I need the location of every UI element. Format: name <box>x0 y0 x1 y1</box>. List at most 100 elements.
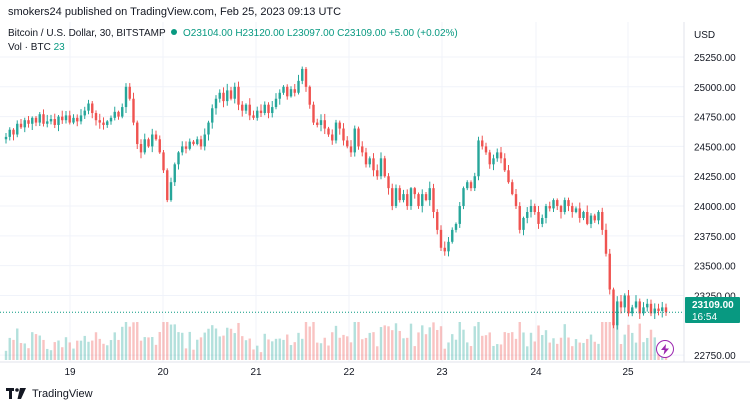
candle-body <box>402 194 405 201</box>
volume-bar <box>514 338 518 360</box>
candle-body <box>439 229 443 248</box>
candle-body <box>612 289 615 326</box>
volume-bar <box>653 337 656 360</box>
volume-bar <box>301 338 304 360</box>
volume-bar <box>113 332 116 360</box>
candle-body <box>477 140 480 177</box>
candle-body <box>106 121 109 125</box>
candle-body <box>91 103 94 114</box>
candle-body <box>203 134 206 147</box>
volume-bar <box>16 328 19 360</box>
candle-body <box>64 115 68 121</box>
last-price-value: 23109.00 <box>692 300 734 311</box>
candle-body <box>361 146 364 153</box>
candle-body <box>139 144 143 153</box>
time-tick-label: 21 <box>250 367 262 378</box>
time-tick-label: 20 <box>157 367 169 378</box>
candle-body <box>492 158 495 165</box>
candle-body <box>556 200 559 207</box>
volume-bar <box>282 339 285 360</box>
volume-bar <box>417 332 420 360</box>
volume-bar <box>364 337 368 360</box>
candle-body <box>154 134 158 140</box>
candle-body <box>102 122 105 125</box>
volume-bar <box>638 323 641 360</box>
volume-bar <box>391 330 394 360</box>
volume-bar <box>507 332 510 360</box>
candle-body <box>31 117 34 124</box>
candle-body <box>308 86 311 105</box>
candle-body <box>196 139 199 145</box>
candle-body <box>559 206 563 212</box>
symbol-title[interactable]: Bitcoin / U.S. Dollar, 30, BITSTAMP <box>8 28 166 39</box>
volume-bar <box>248 338 251 360</box>
volume-bar <box>304 322 308 360</box>
volume-bar <box>38 335 41 360</box>
candle-body <box>173 164 176 183</box>
volume-bar <box>8 337 11 360</box>
price-tick-label: 23250.00 <box>694 291 736 302</box>
volume-bar <box>199 337 203 360</box>
volume-bar <box>593 341 596 360</box>
volume-bar <box>12 339 15 360</box>
candle-body <box>38 114 41 123</box>
volume-bar <box>623 334 626 360</box>
candle-body <box>301 68 304 81</box>
candle-body <box>49 119 53 122</box>
change-value: +5.00 (+0.02%) <box>388 28 458 39</box>
candle-body <box>124 86 128 108</box>
volume-bar <box>424 334 428 360</box>
time-axis[interactable]: 19 20 21 22 23 24 25 <box>64 367 634 378</box>
volume-bar <box>83 335 86 360</box>
volume-bar <box>64 337 68 360</box>
volume-bar <box>421 325 424 360</box>
candle-body <box>357 128 360 147</box>
candle-body <box>372 158 375 171</box>
symbol-legend[interactable]: Bitcoin / U.S. Dollar, 30, BITSTAMP O231… <box>8 28 458 39</box>
candle-body <box>42 114 45 124</box>
time-tick-label: 25 <box>622 367 634 378</box>
volume-legend[interactable]: Vol · BTC 23 <box>8 42 65 53</box>
volume-bar <box>646 337 649 360</box>
candle-body <box>578 208 581 218</box>
volume-bar <box>226 327 229 360</box>
candle-body <box>391 188 394 207</box>
candle-body <box>192 141 195 145</box>
price-axis-currency: USD <box>694 30 715 41</box>
candle-body <box>274 98 278 108</box>
candle-body <box>443 247 446 252</box>
volume-bar <box>604 322 608 360</box>
volume-bar <box>544 330 548 360</box>
candle-body <box>574 208 578 212</box>
candle-body <box>338 122 341 129</box>
volume-bar <box>312 322 315 360</box>
price-axis[interactable]: 25250.00 25000.00 24750.00 24500.00 24250.00… <box>694 53 736 362</box>
candle-body <box>394 188 398 207</box>
candle-body <box>304 68 308 87</box>
candle-body <box>601 212 604 230</box>
volume-bar <box>533 341 536 360</box>
candle-body <box>518 206 521 230</box>
candle-body <box>608 253 611 290</box>
candle-body <box>593 215 596 221</box>
bar-countdown: 16:54 <box>692 312 717 323</box>
candle-body <box>376 170 379 177</box>
volume-bar <box>319 343 323 360</box>
candle-body <box>327 128 330 135</box>
volume-bar <box>169 324 173 360</box>
volume-bar <box>188 331 191 360</box>
candle-body <box>473 176 476 189</box>
candle-body <box>34 117 38 123</box>
candle-body <box>496 152 499 159</box>
candle-body <box>109 117 113 122</box>
candle-body <box>634 301 638 308</box>
candle-body <box>364 152 368 165</box>
time-tick-label: 23 <box>436 367 448 378</box>
volume-bar <box>162 322 165 360</box>
volume-bar <box>462 329 465 360</box>
volume-bar <box>23 343 26 360</box>
candle-body <box>87 103 90 111</box>
lightning-icon[interactable] <box>656 340 674 358</box>
candle-body <box>8 129 11 137</box>
